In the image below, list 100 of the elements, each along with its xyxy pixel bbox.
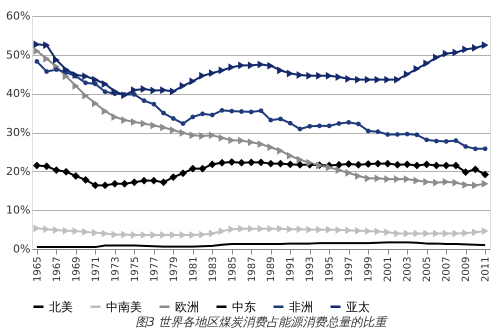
point [394,160,402,169]
point [344,160,353,168]
x-tick-label: 1971 [90,256,102,282]
legend-label: 亚太 [346,300,370,314]
point [210,112,215,118]
point [180,82,186,90]
point [220,108,224,113]
point [151,102,156,106]
point [91,181,100,190]
point [53,56,60,64]
point [72,172,80,180]
point [44,69,49,74]
point [130,118,138,126]
x-tick-label: 2003 [402,256,414,282]
point [208,230,216,238]
point [92,82,98,86]
point [277,146,284,155]
point [218,227,226,236]
y-tick-label: 20% [6,164,30,178]
point [140,176,148,185]
point [200,112,205,116]
point [238,158,246,167]
point [395,132,400,137]
x-tick-label: 1969 [71,256,82,282]
point [199,72,206,80]
point [346,120,352,125]
point [238,136,245,145]
point [434,138,439,144]
x-tick-label: 1965 [32,256,44,282]
point [102,230,108,238]
point [326,72,333,80]
point [482,41,488,49]
point [404,132,410,136]
point [142,98,146,103]
point [180,121,186,126]
x-tick-label: 1973 [110,256,122,282]
point [376,129,380,134]
legend-label: 中东 [232,300,256,314]
point [472,181,479,190]
x-tick-label: 2001 [383,256,394,282]
x-tick-label: 2007 [442,256,453,282]
point [356,122,361,126]
point [336,166,342,174]
x-tick-label: 1985 [227,256,238,282]
point [258,60,264,68]
point [72,71,80,79]
point [413,162,421,170]
point [247,158,256,166]
point [54,67,59,72]
x-tick-label: 2005 [422,256,434,282]
point [423,60,430,68]
point [288,120,293,126]
point [190,114,196,120]
point [454,138,458,143]
point [267,143,274,152]
y-tick-label: 50% [6,48,30,62]
point [286,152,294,160]
point [403,160,412,168]
x-tick-label: 1979 [168,256,180,282]
point [82,72,89,80]
point [199,132,206,140]
point [336,121,342,126]
point [482,180,488,188]
y-tick-label: 10% [6,204,30,217]
point [366,128,371,134]
legend-label: 北美 [49,300,73,314]
point [228,63,236,72]
point [111,113,118,121]
point [355,172,362,180]
point [170,116,176,121]
point [424,138,430,142]
point [208,69,216,77]
point [481,170,489,178]
point [482,227,488,236]
point [277,66,284,74]
point [286,70,294,78]
x-tick-label: 1991 [286,256,297,282]
point [111,87,118,96]
point [374,160,382,168]
point [354,160,362,169]
point [101,181,109,190]
point [72,82,80,90]
point [267,62,274,70]
point [414,132,420,138]
point [160,178,168,186]
point [384,160,392,168]
point [452,48,460,56]
point [239,109,244,114]
point [102,89,108,94]
x-tick-label: 1981 [188,256,200,282]
point [170,87,177,96]
point [433,54,440,62]
point [43,54,50,63]
point [188,164,197,172]
point [34,40,40,48]
point [180,129,186,137]
point [482,146,488,152]
point [335,160,343,169]
point [150,122,158,130]
point [42,162,50,170]
